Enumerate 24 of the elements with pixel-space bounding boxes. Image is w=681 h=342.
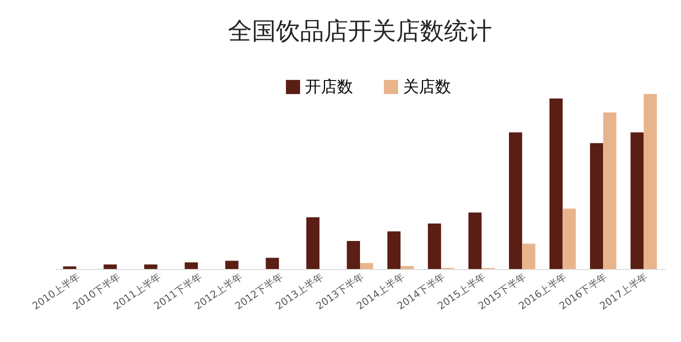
chart-title: 全国饮品店开关店数统计 bbox=[228, 17, 492, 45]
bar bbox=[184, 262, 198, 269]
bar bbox=[428, 224, 442, 269]
bar bbox=[400, 266, 414, 269]
bar bbox=[144, 264, 158, 269]
bar bbox=[603, 112, 616, 269]
legend-label: 开店数 bbox=[305, 77, 353, 96]
bar bbox=[63, 266, 76, 269]
bar bbox=[387, 231, 401, 269]
bar bbox=[522, 244, 536, 269]
bar bbox=[468, 212, 482, 269]
bar bbox=[346, 241, 360, 269]
bar bbox=[104, 264, 117, 269]
bar bbox=[508, 132, 522, 269]
bar bbox=[630, 132, 644, 269]
bar bbox=[562, 208, 576, 269]
bar bbox=[266, 258, 279, 269]
bar bbox=[644, 94, 657, 269]
bar bbox=[590, 143, 604, 269]
bar bbox=[306, 217, 320, 269]
bar bbox=[549, 98, 563, 269]
bar bbox=[360, 263, 374, 269]
bar bbox=[225, 260, 238, 269]
legend-label: 关店数 bbox=[403, 77, 451, 96]
